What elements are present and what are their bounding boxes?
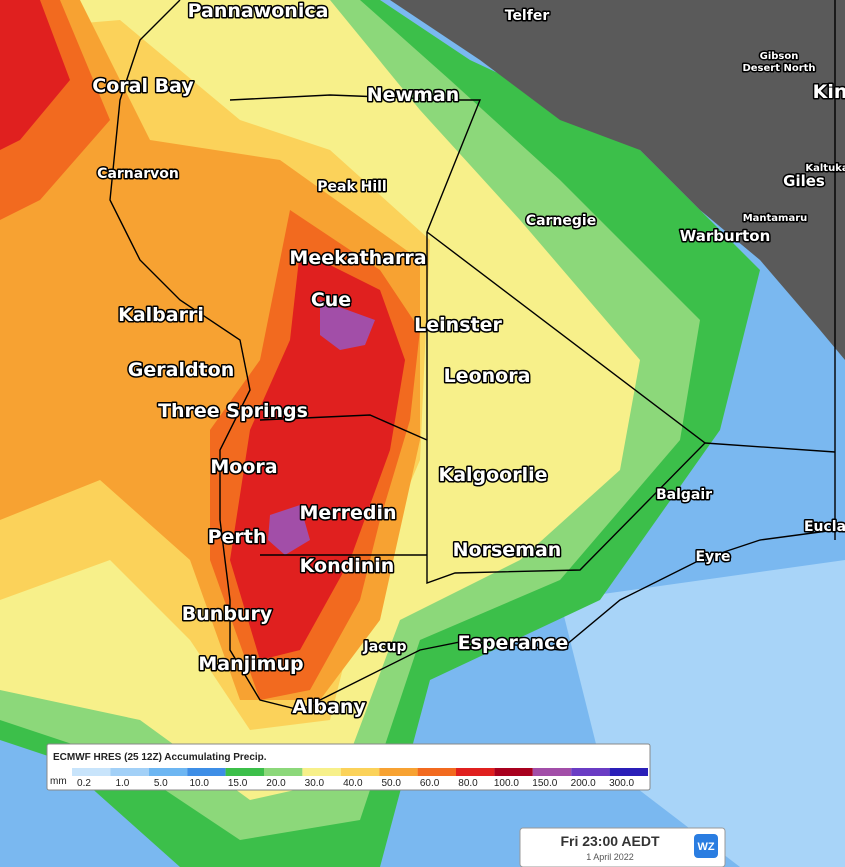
legend-swatch: [302, 768, 341, 776]
legend-swatch: [379, 768, 418, 776]
place-label: Jacup: [363, 639, 407, 655]
place-label: Gibson: [760, 51, 799, 62]
legend-label: 20.0: [266, 778, 286, 789]
place-label: Leinster: [414, 314, 502, 336]
place-label: Mantamaru: [743, 213, 808, 224]
legend-title: ECMWF HRES (25 12Z) Accumulating Precip.: [53, 752, 267, 763]
place-label: Kalbarri: [118, 304, 204, 326]
legend-swatch: [532, 768, 572, 776]
legend-label: 30.0: [305, 778, 325, 789]
legend-swatch: [72, 768, 111, 776]
legend-box: [46, 743, 651, 791]
legend-swatch: [340, 768, 380, 776]
legend-swatch: [187, 768, 226, 776]
place-label: Warburton: [680, 227, 771, 245]
legend-swatch: [225, 768, 264, 776]
place-label: Kaltuka: [805, 163, 845, 174]
place-label: Peak Hill: [317, 179, 387, 195]
place-label: Eucla: [804, 519, 845, 535]
place-label: Albany: [292, 696, 366, 718]
logo-badge: [694, 834, 718, 858]
place-label: Perth: [208, 526, 267, 548]
legend-label: 15.0: [228, 778, 248, 789]
place-label: Eyre: [695, 549, 730, 565]
legend-label: 60.0: [420, 778, 440, 789]
place-label: Moora: [210, 456, 277, 478]
legend-label: 300.0: [609, 778, 634, 789]
place-label: Telfer: [505, 8, 550, 24]
place-label: Newman: [367, 84, 460, 106]
legend-swatch: [110, 768, 149, 776]
place-label: Kondinin: [300, 555, 395, 577]
legend-label: 5.0: [154, 778, 168, 789]
legend-swatch: [148, 768, 188, 776]
place-label: Kalgoorlie: [438, 464, 547, 486]
place-label: Geraldton: [128, 359, 234, 381]
legend-label: 50.0: [381, 778, 401, 789]
boundaries: [109, 0, 836, 711]
place-label: Cue: [311, 289, 351, 311]
timestamp-box: [519, 827, 726, 867]
legend-swatch: [571, 768, 610, 776]
place-label: Leonora: [444, 365, 531, 387]
place-label: Bunbury: [182, 603, 273, 625]
timestamp-time: Fri 23:00 AEDT: [560, 833, 660, 849]
legend-swatch: [609, 768, 648, 776]
legend-label: 80.0: [458, 778, 478, 789]
place-label: Manjimup: [198, 653, 303, 675]
legend: ECMWF HRES (25 12Z) Accumulating Precip.…: [46, 743, 651, 791]
place-label: Desert North: [742, 63, 815, 74]
place-label: Kin: [813, 81, 845, 103]
place-label: Meekatharra: [289, 247, 426, 269]
place-label: Three Springs: [158, 400, 308, 422]
legend-swatch: [264, 768, 303, 776]
legend-label: 0.2: [77, 778, 91, 789]
legend-label: 40.0: [343, 778, 363, 789]
legend-label: 1.0: [115, 778, 129, 789]
legend-label: 200.0: [571, 778, 596, 789]
legend-scale: 0.2 1.0 5.0 10.0 15.0 20.0 30.0 40.0 50.0 60.0 80.…: [72, 768, 648, 789]
legend-label: 10.0: [189, 778, 209, 789]
place-label: Pannawonica: [188, 0, 329, 22]
place-label: Esperance: [458, 632, 569, 654]
timestamp-date: 1 April 2022: [586, 852, 634, 862]
timestamp: Fri 23:00 AEDT 1 April 2022 WZ: [519, 827, 726, 867]
place-label: Norseman: [453, 539, 562, 561]
legend-swatch: [417, 768, 456, 776]
place-label: Coral Bay: [92, 75, 194, 97]
legend-swatch: [456, 768, 495, 776]
legend-label: 100.0: [494, 778, 519, 789]
place-label: Balgair: [656, 487, 712, 503]
legend-swatch: [494, 768, 533, 776]
place-label: Giles: [783, 172, 825, 190]
logo: WZ: [697, 841, 714, 853]
place-label: Merredin: [299, 502, 396, 524]
legend-label: 150.0: [532, 778, 557, 789]
legend-unit: mm: [50, 776, 67, 787]
place-label: Carnegie: [526, 213, 596, 229]
place-label: Carnarvon: [97, 166, 179, 182]
